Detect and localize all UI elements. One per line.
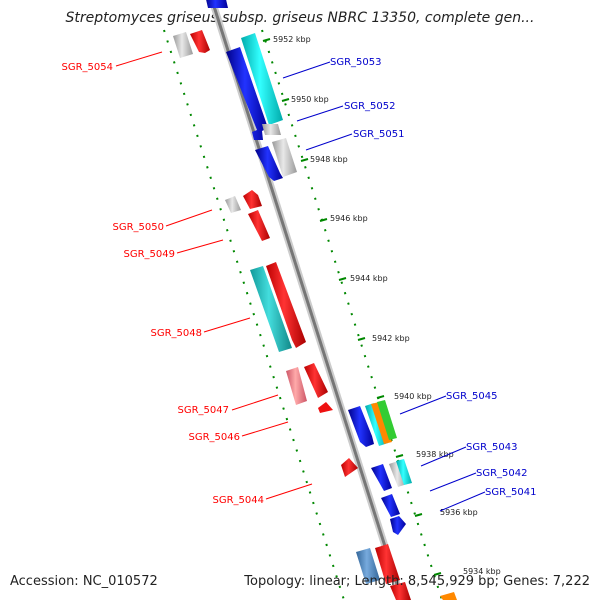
leader-line <box>305 133 353 151</box>
gene-arrow <box>225 196 241 213</box>
leader-line <box>282 61 331 79</box>
gene-arrow <box>243 190 262 209</box>
leader-line <box>429 472 477 492</box>
leader-line <box>399 395 447 415</box>
tick-mark <box>338 277 347 281</box>
leader-line <box>296 105 344 122</box>
tick-label: 5944 kbp <box>350 274 388 283</box>
tick-mark <box>414 513 423 517</box>
gene-label: SGR_5048 <box>151 328 203 339</box>
tick-mark <box>281 98 290 102</box>
gene-label: SGR_5051 <box>353 129 405 140</box>
gene-arrow <box>190 30 210 53</box>
tick-label: 5940 kbp <box>394 392 432 401</box>
gene-label: SGR_5045 <box>446 391 498 402</box>
gene-arrow <box>250 266 292 352</box>
gene-label: SGR_5044 <box>213 495 265 506</box>
tick-label: 5952 kbp <box>273 35 311 44</box>
gene-arrow <box>390 582 411 600</box>
right-guide-line <box>261 29 443 600</box>
gene-arrow <box>371 402 392 444</box>
gene-label: SGR_5042 <box>476 468 528 479</box>
tick-label: 5934 kbp <box>463 567 501 576</box>
tick-label: 5938 kbp <box>416 450 454 459</box>
gene-arrow <box>396 459 412 485</box>
gene-arrow <box>341 458 358 477</box>
map-title: Streptomyces griseus subsp. griseus NBRC… <box>65 10 535 26</box>
gene-arrow <box>381 494 400 517</box>
tick-label: 5948 kbp <box>310 155 348 164</box>
gene-features-right <box>206 0 457 600</box>
gene-label: SGR_5047 <box>178 405 230 416</box>
gene-arrow <box>304 363 328 398</box>
gene-arrow <box>272 138 297 177</box>
gene-arrow <box>248 210 270 241</box>
gene-arrow <box>266 262 306 348</box>
gene-arrow <box>226 47 268 140</box>
gene-arrow <box>241 33 283 125</box>
gene-labels-right: SGR_5053 SGR_5052 SGR_5051 SGR_5045 SGR_… <box>330 57 537 498</box>
gene-arrow <box>173 32 193 58</box>
gene-label: SGR_5052 <box>344 101 396 112</box>
leader-line <box>115 51 163 67</box>
gene-arrow <box>262 124 281 135</box>
leader-line <box>420 446 467 467</box>
gene-arrow <box>206 0 228 8</box>
left-guide-line <box>163 29 345 600</box>
gene-arrow <box>377 400 397 440</box>
gene-labels-left: SGR_5054 SGR_5050 SGR_5049 SGR_5048 SGR_… <box>62 62 265 506</box>
gene-label: SGR_5053 <box>330 57 382 68</box>
gene-features-left <box>173 30 358 477</box>
gene-label: SGR_5041 <box>485 487 537 498</box>
tick-mark <box>376 395 385 399</box>
chromosome-axis <box>208 0 406 600</box>
tick-label: 5942 kbp <box>372 334 410 343</box>
summary-text: Topology: linear; Length: 8,545,929 bp; … <box>244 574 590 589</box>
tick-mark <box>262 38 271 42</box>
gene-arrow <box>318 402 333 413</box>
gene-arrow <box>286 367 307 405</box>
leader-line <box>439 491 486 512</box>
leader-line <box>265 483 313 500</box>
gene-arrow <box>371 464 392 491</box>
gene-arrow <box>390 516 406 535</box>
guide-lines <box>163 29 443 600</box>
tick-mark <box>357 337 366 341</box>
accession-text: Accession: NC_010572 <box>10 574 158 589</box>
leader-line <box>241 421 289 437</box>
tick-mark <box>319 218 328 222</box>
gene-label: SGR_5049 <box>124 249 176 260</box>
tick-mark <box>300 158 309 162</box>
gene-arrow <box>375 544 400 584</box>
gene-arrow <box>348 406 374 447</box>
gene-arrow <box>356 548 380 584</box>
leader-lines <box>115 51 486 512</box>
tick-marks <box>262 38 442 576</box>
tick-mark <box>395 454 404 458</box>
tick-label: 5950 kbp <box>291 95 329 104</box>
tick-label: 5946 kbp <box>330 214 368 223</box>
gene-arrow <box>440 592 457 600</box>
leader-line <box>165 209 213 227</box>
leader-line <box>203 317 251 333</box>
gene-label: SGR_5054 <box>62 62 114 73</box>
gene-arrow <box>255 146 283 181</box>
gene-label: SGR_5050 <box>113 222 165 233</box>
tick-label: 5936 kbp <box>440 508 478 517</box>
leader-line <box>176 239 224 254</box>
leader-line <box>231 394 279 411</box>
gene-label: SGR_5043 <box>466 442 518 453</box>
tick-mark <box>433 572 442 576</box>
gene-label: SGR_5046 <box>189 432 241 443</box>
tick-labels: 5952 kbp 5950 kbp 5948 kbp 5946 kbp 5944… <box>273 35 501 576</box>
